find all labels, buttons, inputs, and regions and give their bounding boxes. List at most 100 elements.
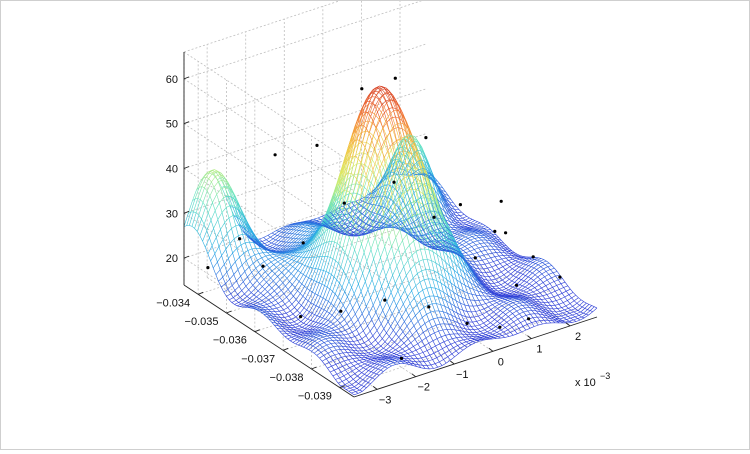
mesh-line [309,326,312,327]
mesh-line [279,266,283,270]
mesh-line [408,291,412,297]
mesh-line [423,288,427,290]
mesh-line [264,279,267,282]
mesh-line [534,297,538,298]
mesh-line [316,348,319,350]
mesh-line [309,337,313,340]
mesh-line [397,362,400,364]
mesh-line [326,300,329,302]
mesh-line [294,322,297,324]
mesh-line [274,254,278,255]
mesh-line [465,226,469,227]
mesh-line [274,303,278,305]
mesh-line [532,283,536,286]
mesh-line [586,311,590,315]
mesh-line [301,330,304,331]
mesh-line [373,367,376,368]
mesh-line [292,319,295,322]
mesh-line [192,226,195,228]
mesh-line [331,304,334,306]
mesh-line [356,368,359,370]
mesh-line [332,340,335,343]
mesh-line [410,326,414,331]
mesh-line [524,311,528,312]
mesh-line [300,326,303,327]
mesh-line [350,294,354,303]
mesh-line [409,346,413,349]
mesh-line [493,260,497,261]
mesh-line [293,267,296,269]
mesh-line [574,298,578,301]
mesh-line [380,356,383,357]
mesh-line [370,364,374,367]
mesh-line [475,238,479,239]
mesh-line [368,121,372,123]
mesh-line [342,276,346,287]
mesh-line [460,214,464,215]
mesh-line [333,324,336,326]
mesh-line [399,355,403,356]
mesh-line [477,240,481,241]
mesh-line [560,318,564,319]
mesh-line [373,364,377,367]
mesh-line [364,387,367,388]
mesh-line [256,304,260,305]
mesh-line [344,315,348,320]
mesh-line [498,259,502,260]
mesh-line [245,242,249,243]
mesh-line [466,240,470,242]
mesh-line [427,312,431,314]
mesh-line [417,359,420,362]
mesh-line [508,314,512,317]
mesh-line [529,263,533,266]
mesh-line [219,203,222,213]
mesh-line [532,270,536,274]
mesh-line [510,292,514,294]
mesh-line [531,288,535,290]
mesh-line [464,232,468,233]
mesh-line [413,274,417,278]
mesh-line [402,275,406,282]
mesh-line [401,336,405,341]
mesh-line [316,322,319,323]
mesh-line [414,344,418,347]
mesh-line [259,299,262,301]
mesh-line [208,203,212,213]
mesh-line [348,373,351,376]
mesh-line [293,340,297,343]
mesh-line [499,302,503,304]
mesh-line [332,351,335,355]
mesh-line [260,279,264,284]
mesh-line [534,325,538,326]
mesh-line [202,187,205,188]
mesh-line [257,281,260,284]
mesh-line [214,228,217,237]
mesh-line [396,230,400,238]
mesh-line [485,263,489,264]
mesh-line [336,326,339,329]
mesh-line [556,311,560,312]
mesh-line [511,316,515,319]
mesh-line [335,242,338,243]
mesh-line [500,307,504,310]
mesh-line [255,301,258,302]
mesh-line [259,238,263,240]
mesh-line [282,334,285,337]
mesh-line [323,345,327,347]
mesh-line [313,316,317,322]
mesh-line [267,245,270,246]
mesh-line [353,308,356,314]
mesh-line [415,354,419,355]
mesh-line [262,240,266,242]
mesh-line [220,264,224,270]
mesh-line [473,253,477,254]
mesh-line [352,243,355,250]
mesh-line [451,342,455,344]
mesh-line [283,266,286,268]
mesh-line [398,241,402,249]
mesh-line [328,330,331,331]
mesh-line [304,319,308,323]
mesh-line [357,385,361,388]
